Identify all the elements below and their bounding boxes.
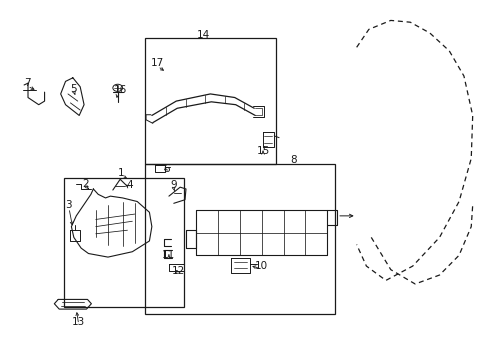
Text: 7: 7 [24,78,31,88]
Text: 12: 12 [172,266,185,276]
Text: 15: 15 [256,146,269,156]
Text: 17: 17 [151,58,164,68]
Bar [144,39,276,164]
Text: 10: 10 [254,261,267,271]
Bar [144,164,334,315]
Text: 9: 9 [170,180,177,190]
Text: 6: 6 [163,164,169,174]
Text: 13: 13 [72,317,85,327]
Text: 4: 4 [126,180,133,190]
Text: 14: 14 [196,30,209,40]
Text: 5: 5 [70,84,77,94]
Bar [64,178,183,307]
Text: 8: 8 [289,155,296,165]
Text: 11: 11 [162,250,175,260]
Text: 1: 1 [118,168,124,178]
Text: 3: 3 [65,200,72,210]
Text: 16: 16 [113,85,126,95]
Text: 2: 2 [82,179,89,189]
